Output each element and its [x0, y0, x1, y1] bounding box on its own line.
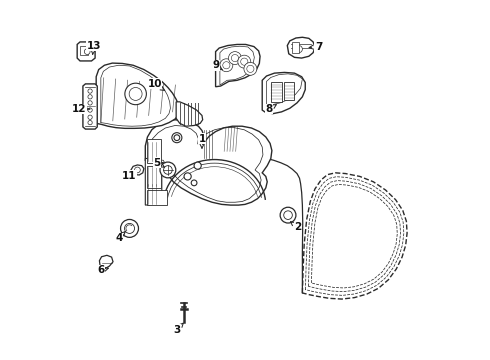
Circle shape: [88, 121, 92, 125]
Circle shape: [280, 207, 296, 223]
Polygon shape: [96, 63, 180, 129]
Polygon shape: [83, 84, 97, 129]
Polygon shape: [131, 165, 144, 175]
Text: 10: 10: [147, 79, 165, 91]
Circle shape: [220, 59, 233, 72]
Polygon shape: [99, 255, 113, 270]
Circle shape: [172, 133, 182, 143]
Polygon shape: [302, 173, 407, 299]
Circle shape: [88, 115, 92, 120]
Circle shape: [160, 162, 176, 178]
Text: 8: 8: [266, 104, 276, 114]
Circle shape: [125, 83, 147, 105]
Circle shape: [174, 135, 180, 140]
Text: 5: 5: [153, 158, 165, 168]
Circle shape: [84, 49, 90, 54]
Polygon shape: [146, 120, 272, 205]
Circle shape: [88, 95, 92, 99]
Bar: [80, 46, 88, 55]
Circle shape: [164, 166, 172, 174]
Bar: [271, 82, 282, 102]
Polygon shape: [262, 72, 305, 114]
Text: 1: 1: [198, 134, 206, 148]
Polygon shape: [146, 158, 162, 205]
Circle shape: [194, 162, 201, 169]
Text: 3: 3: [173, 323, 183, 335]
Polygon shape: [287, 37, 315, 58]
Circle shape: [88, 101, 92, 105]
Polygon shape: [77, 42, 95, 61]
Circle shape: [238, 55, 251, 68]
Circle shape: [135, 167, 140, 173]
Text: 9: 9: [212, 60, 222, 70]
Text: 7: 7: [309, 42, 322, 51]
Bar: [147, 190, 167, 205]
Bar: [147, 166, 161, 188]
Bar: [147, 139, 161, 163]
Text: 11: 11: [122, 170, 137, 181]
Circle shape: [124, 224, 135, 233]
Circle shape: [228, 51, 242, 64]
Circle shape: [121, 220, 139, 237]
Circle shape: [184, 173, 191, 180]
Text: 13: 13: [86, 41, 101, 54]
Polygon shape: [176, 102, 203, 126]
Text: 6: 6: [97, 265, 108, 275]
Polygon shape: [216, 44, 260, 87]
Text: 4: 4: [115, 231, 125, 243]
Bar: [285, 82, 294, 100]
Circle shape: [244, 62, 257, 75]
Circle shape: [88, 108, 92, 112]
Circle shape: [284, 211, 293, 220]
Circle shape: [191, 180, 197, 186]
Circle shape: [129, 87, 142, 100]
Circle shape: [295, 45, 302, 53]
Text: 12: 12: [72, 104, 90, 114]
Circle shape: [88, 89, 92, 93]
Bar: [292, 42, 299, 53]
Text: 2: 2: [291, 222, 302, 232]
